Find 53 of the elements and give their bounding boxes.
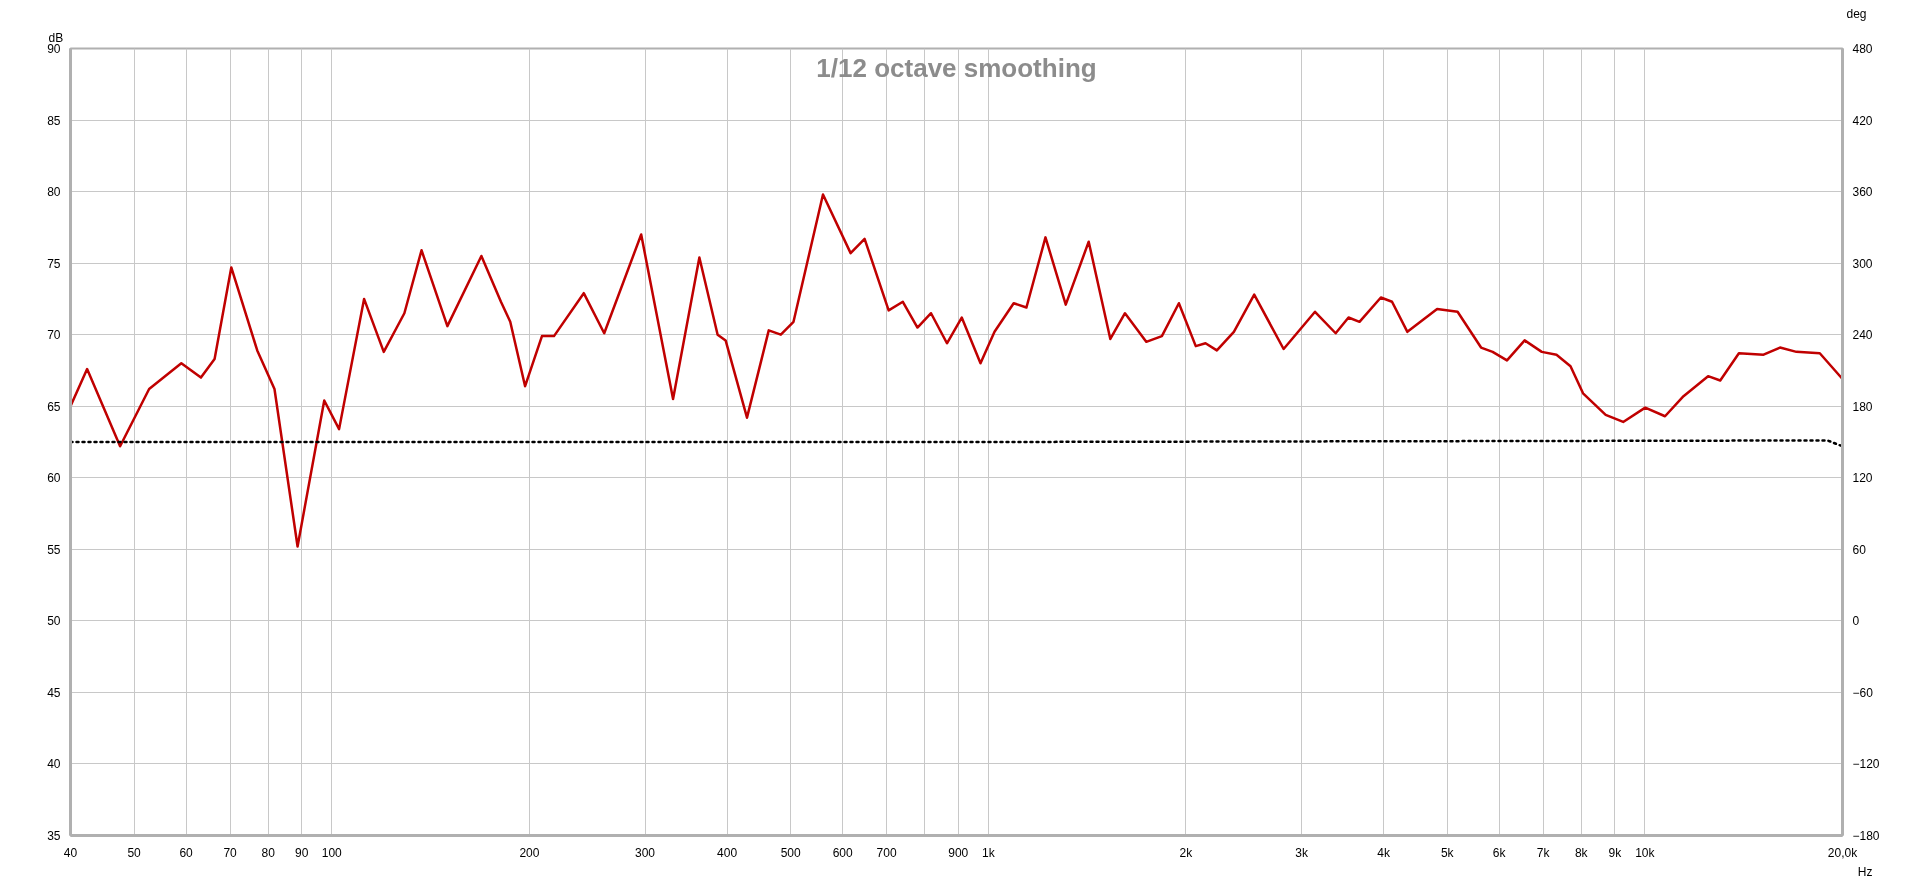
y2-axis-title: deg xyxy=(1846,6,1867,21)
y-tick-label: 45 xyxy=(47,685,61,700)
x-tick-label: 500 xyxy=(780,845,802,860)
chart-title: 1/12 octave smoothing xyxy=(816,52,1097,83)
x-tick-label: 300 xyxy=(635,845,656,860)
x-tick-label: 400 xyxy=(717,845,738,860)
y-tick-label: 60 xyxy=(47,471,61,486)
y2-tick-label: −120 xyxy=(1852,757,1880,772)
x-tick-label: 50 xyxy=(127,845,142,860)
y2-tick-label: −60 xyxy=(1852,685,1874,700)
x-tick-label: 40 xyxy=(63,845,78,860)
x-tick-label: 3k xyxy=(1295,845,1309,860)
y2-tick-label: 420 xyxy=(1852,113,1873,128)
x-tick-label: 4k xyxy=(1377,845,1391,860)
y2-tick-label: −180 xyxy=(1852,829,1880,843)
x-axis-title: Hz xyxy=(1857,864,1873,878)
x-tick-label: 70 xyxy=(223,845,238,860)
x-tick-label: 90 xyxy=(295,845,309,860)
x-tick-label: 900 xyxy=(948,845,969,860)
y2-tick-label: 60 xyxy=(1852,542,1867,557)
y-axis-title: dB xyxy=(48,30,64,45)
x-tick-label: 60 xyxy=(179,845,194,860)
y2-tick-label: 0 xyxy=(1852,614,1860,629)
y2-tick-label: 120 xyxy=(1852,471,1873,486)
x-tick-label: 600 xyxy=(832,845,853,860)
y-tick-label: 50 xyxy=(47,614,61,629)
x-tick-label: 80 xyxy=(261,845,276,860)
y-tick-label: 40 xyxy=(47,757,61,772)
x-tick-label: 700 xyxy=(876,845,897,860)
x-tick-label: 200 xyxy=(519,845,540,860)
x-tick-label: 10k xyxy=(1635,845,1656,860)
x-tick-label: 100 xyxy=(321,845,343,860)
y2-tick-label: 180 xyxy=(1852,399,1873,414)
y2-tick-label: 360 xyxy=(1852,185,1873,200)
x-tick-label: 7k xyxy=(1536,845,1551,860)
y2-tick-label: 480 xyxy=(1852,42,1873,56)
y-tick-label: 85 xyxy=(47,113,61,128)
x-tick-label: 9k xyxy=(1608,845,1623,860)
x-tick-label: 6k xyxy=(1492,845,1507,860)
y-tick-label: 65 xyxy=(47,399,61,414)
y2-tick-label: 300 xyxy=(1852,256,1873,271)
x-tick-label: 1k xyxy=(981,845,996,860)
y-tick-label: 35 xyxy=(47,829,61,843)
y-tick-label: 75 xyxy=(47,256,61,271)
x-tick-label: 2k xyxy=(1179,845,1194,860)
y2-tick-label: 240 xyxy=(1852,328,1873,343)
x-tick-label: 5k xyxy=(1440,845,1455,860)
x-tick-label: 8k xyxy=(1574,845,1589,860)
y-tick-label: 55 xyxy=(47,542,61,557)
y-tick-label: 80 xyxy=(47,185,61,200)
y-tick-label: 90 xyxy=(47,42,61,56)
y-tick-label: 70 xyxy=(47,328,61,343)
x-tick-label: 20,0k xyxy=(1827,845,1859,860)
